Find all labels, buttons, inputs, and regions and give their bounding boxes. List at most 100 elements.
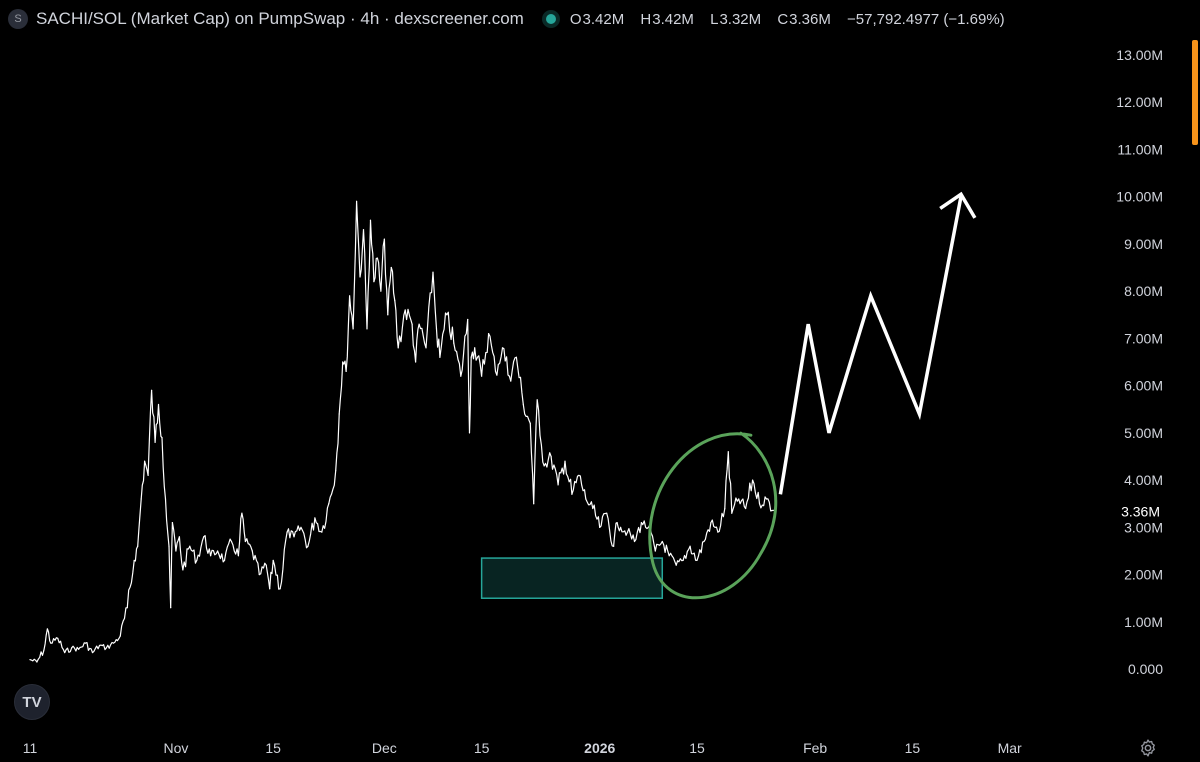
- price-point: [369, 219, 372, 221]
- gear-icon[interactable]: [1138, 738, 1158, 758]
- x-tick-label: Feb: [803, 740, 827, 756]
- price-point: [474, 347, 476, 349]
- last-price-label: 3.36M: [1121, 503, 1160, 519]
- price-point: [112, 642, 114, 644]
- price-point: [508, 375, 511, 377]
- price-point: [703, 540, 705, 543]
- price-scale-scrollbar[interactable]: [1192, 40, 1198, 145]
- price-point: [170, 607, 172, 609]
- x-tick-label: 2026: [584, 740, 615, 756]
- low-value: 3.32M: [719, 10, 762, 28]
- price-point: [772, 509, 775, 511]
- chart-header: S SACHI/SOL (Market Cap) on PumpSwap · 4…: [8, 6, 1005, 32]
- price-point: [64, 651, 66, 654]
- price-point: [380, 290, 382, 292]
- price-point: [481, 375, 483, 377]
- price-point: [668, 555, 670, 557]
- price-point: [161, 436, 163, 439]
- price-point: [171, 522, 174, 524]
- price-point: [487, 333, 490, 335]
- price-point: [633, 540, 636, 543]
- price-point: [203, 536, 205, 538]
- price-point: [157, 403, 160, 406]
- price-point: [578, 474, 580, 476]
- y-tick-label: 0.000: [1128, 661, 1163, 677]
- y-tick-label: 5.00M: [1124, 425, 1163, 441]
- x-tick-label: Nov: [163, 740, 188, 756]
- price-point: [745, 507, 747, 510]
- price-point: [150, 389, 153, 391]
- price-point: [84, 642, 87, 644]
- tradingview-logo-icon[interactable]: TV: [14, 684, 50, 720]
- price-point: [210, 555, 212, 557]
- x-axis[interactable]: 11 Nov 15 Dec 15 2026 15 Feb 15 Mar: [23, 740, 1022, 756]
- price-point: [147, 474, 149, 476]
- price-point: [342, 361, 344, 363]
- price-point: [307, 545, 309, 547]
- price-point: [345, 370, 347, 373]
- price-point: [613, 545, 615, 547]
- price-point: [230, 540, 233, 543]
- price-point: [175, 550, 177, 552]
- price-line: [29, 200, 774, 663]
- price-point: [362, 229, 365, 231]
- price-point: [373, 281, 375, 283]
- price-point: [286, 531, 288, 533]
- price-point: [43, 649, 45, 651]
- price-point: [376, 257, 379, 259]
- price-point: [182, 569, 184, 571]
- price-point: [432, 271, 434, 273]
- price-point: [467, 318, 469, 321]
- y-axis[interactable]: 13.00M 12.00M 11.00M 10.00M 9.00M 8.00M 7.00M 6…: [1116, 47, 1163, 677]
- price-point: [675, 564, 677, 566]
- price-point: [355, 200, 358, 202]
- price-point: [661, 540, 663, 543]
- price-point: [223, 559, 226, 562]
- price-point: [529, 422, 531, 425]
- price-point: [126, 607, 128, 609]
- price-point: [727, 451, 729, 453]
- x-tick-label: 15: [474, 740, 490, 756]
- price-point: [640, 522, 643, 524]
- price-point: [241, 512, 243, 514]
- price-point: [338, 413, 340, 415]
- price-point: [352, 328, 354, 330]
- chart-title: SACHI/SOL (Market Cap) on PumpSwap · 4h …: [36, 9, 524, 28]
- change-value: −57,792.4977 (−1.69%): [847, 10, 1005, 28]
- projection-arrow: [778, 196, 963, 495]
- high-label: H: [640, 10, 652, 28]
- y-tick-label: 4.00M: [1124, 472, 1163, 488]
- price-point: [536, 399, 538, 401]
- price-point: [383, 238, 385, 240]
- price-point: [404, 309, 406, 311]
- highlight-circle: [648, 431, 778, 600]
- price-point: [244, 540, 246, 543]
- price-point: [189, 545, 191, 547]
- support-zone-layer: [480, 557, 664, 599]
- price-point: [265, 564, 267, 566]
- price-point: [689, 545, 691, 547]
- market-status-dot: [545, 14, 556, 24]
- price-series-layer: [29, 200, 775, 663]
- price-point: [46, 628, 48, 630]
- price-point: [314, 517, 316, 519]
- price-point: [717, 531, 719, 533]
- price-point: [619, 526, 622, 528]
- price-point: [654, 550, 656, 552]
- y-tick-label: 9.00M: [1124, 236, 1163, 252]
- price-point: [293, 536, 295, 538]
- price-point: [98, 644, 101, 647]
- price-point: [300, 526, 302, 528]
- price-point: [494, 370, 497, 373]
- open-value: 3.42M: [582, 10, 625, 28]
- y-tick-label: 3.00M: [1124, 519, 1163, 535]
- price-point: [178, 536, 180, 538]
- price-point: [91, 651, 94, 654]
- low-label: L: [710, 10, 719, 28]
- price-point: [168, 545, 170, 547]
- price-point: [50, 642, 52, 644]
- y-tick-label: 1.00M: [1124, 614, 1163, 630]
- high-value: 3.42M: [652, 10, 694, 28]
- price-point: [272, 559, 274, 562]
